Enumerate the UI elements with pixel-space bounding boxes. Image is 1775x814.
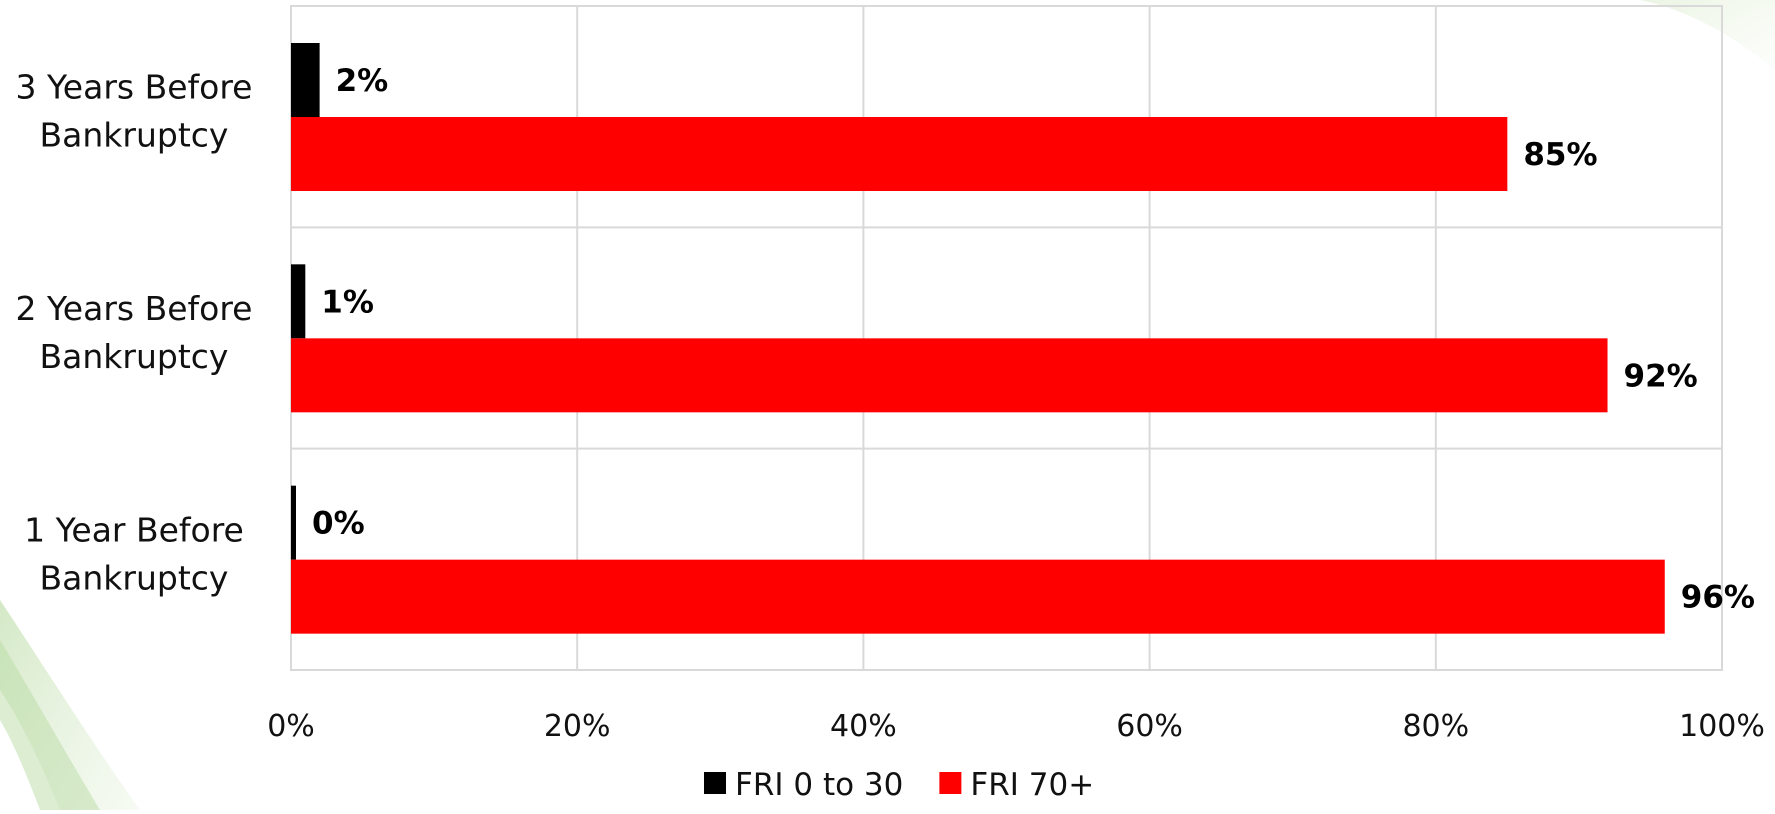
legend-label: FRI 0 to 30 bbox=[735, 767, 903, 803]
legend: FRI 0 to 30 FRI 70+ bbox=[704, 767, 1094, 803]
x-axis-tick-labels: 0% 20% 40% 60% 80% 100% bbox=[267, 709, 1765, 744]
bar-fri-70-1 bbox=[291, 117, 1508, 191]
bar-fri-70-3 bbox=[291, 559, 1665, 634]
data-labels: 2% 85% 1% 92% 0% 96% bbox=[312, 63, 1755, 616]
data-label: 0% bbox=[312, 506, 365, 542]
x-tick-label: 40% bbox=[830, 709, 897, 744]
data-label: 2% bbox=[336, 63, 389, 99]
x-tick-label: 60% bbox=[1116, 709, 1183, 744]
x-tick-label: 20% bbox=[544, 709, 611, 744]
data-label: 92% bbox=[1624, 358, 1698, 394]
bar-fri-70-2 bbox=[291, 338, 1608, 413]
category-label: Bankruptcy bbox=[40, 337, 229, 376]
legend-label: FRI 70+ bbox=[970, 767, 1094, 803]
legend-swatch bbox=[704, 772, 726, 794]
category-label: Bankruptcy bbox=[40, 558, 229, 597]
category-label: Bankruptcy bbox=[40, 116, 229, 155]
bar-fri-0-30-3 bbox=[291, 485, 296, 560]
bar-fri-0-30-2 bbox=[291, 264, 306, 339]
top-right-swoosh bbox=[1640, 0, 1775, 70]
category-axis-labels: 3 Years Before Bankruptcy 2 Years Before Ba… bbox=[16, 68, 253, 598]
bars bbox=[291, 43, 1665, 634]
data-label: 1% bbox=[321, 284, 374, 320]
category-label: 3 Years Before bbox=[16, 68, 253, 107]
x-tick-label: 80% bbox=[1402, 709, 1469, 744]
bottom-left-swoosh-inner bbox=[0, 640, 100, 810]
bar-fri-0-30-1 bbox=[291, 43, 320, 117]
x-tick-label: 0% bbox=[267, 709, 315, 744]
data-label: 85% bbox=[1523, 137, 1597, 173]
x-tick-label: 100% bbox=[1679, 709, 1765, 744]
category-label: 1 Year Before bbox=[24, 510, 244, 549]
data-label: 96% bbox=[1681, 580, 1755, 616]
legend-swatch bbox=[939, 772, 962, 794]
category-label: 2 Years Before bbox=[16, 289, 253, 328]
